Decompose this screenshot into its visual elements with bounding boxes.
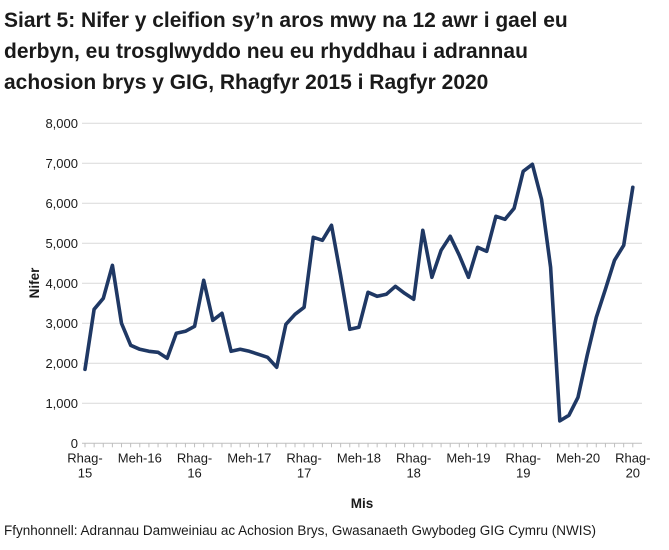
- chart-title-line-1: Siart 5: Nifer y cleifion sy’n aros mwy …: [4, 9, 568, 32]
- gridlines-group: [82, 122, 642, 404]
- x-tick-label: Meh-17: [227, 450, 271, 465]
- y-tick-label: 6,000: [45, 196, 78, 211]
- x-axis-title: Mis: [351, 496, 374, 511]
- x-tick-label: Meh-18: [337, 450, 381, 465]
- data-series-group: [83, 162, 635, 423]
- x-tick-label: Rhag-16: [177, 450, 212, 480]
- x-tick-label: Rhag-19: [506, 450, 541, 480]
- y-tick-label: 2,000: [45, 356, 78, 371]
- y-tick-label: 7,000: [45, 156, 78, 171]
- y-tick-label: 8,000: [45, 116, 78, 131]
- y-axis-title: Nifer: [27, 267, 42, 299]
- chart-canvas: 0 1,000 2,000 3,000 4,000 5,000 6,000 7,000 8,00…: [27, 116, 651, 511]
- x-tick-label: Rhag-17: [286, 450, 321, 480]
- y-tick-label: 3,000: [45, 316, 78, 331]
- axes-group: [82, 442, 642, 448]
- x-tick-label: Rhag-20: [615, 450, 650, 480]
- axis-labels-group: 0 1,000 2,000 3,000 4,000 5,000 6,000 7,000 8,00…: [45, 116, 650, 480]
- x-tick-label: Rhag-18: [396, 450, 431, 480]
- source-note: Ffynhonnell: Adrannau Damweiniau ac Acho…: [4, 523, 597, 538]
- chart-title-line-2: derbyn, eu trosglwyddo neu eu rhyddhau i…: [4, 40, 528, 63]
- chart-title-line-3: achosion brys y GIG, Rhagfyr 2015 i Ragf…: [4, 71, 489, 94]
- data-line: [83, 162, 635, 423]
- chart-title: Siart 5: Nifer y cleifion sy’n aros mwy …: [4, 5, 666, 98]
- x-tick-label: Rhag-15: [67, 450, 102, 480]
- y-tick-label: 5,000: [45, 236, 78, 251]
- y-tick-label: 4,000: [45, 276, 78, 291]
- y-tick-label: 0: [71, 436, 78, 451]
- y-tick-label: 1,000: [45, 396, 78, 411]
- x-tick-label: Meh-20: [556, 450, 600, 465]
- x-tick-label: Meh-19: [446, 450, 490, 465]
- x-tick-label: Meh-16: [118, 450, 162, 465]
